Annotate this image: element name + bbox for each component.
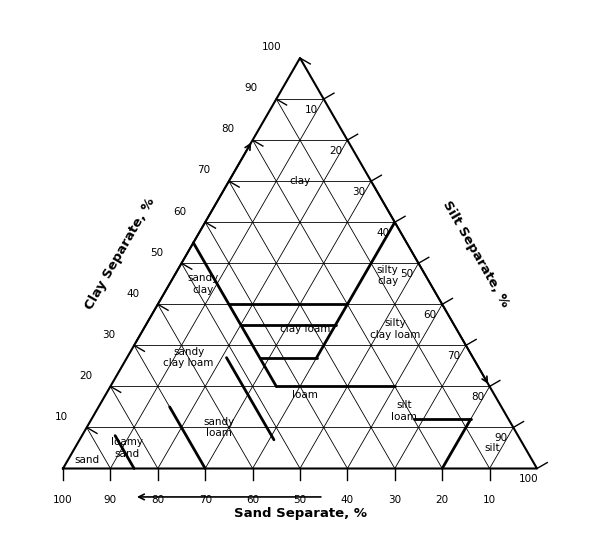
Text: 70: 70 [199,495,212,504]
Text: 50: 50 [293,495,307,504]
Text: Silt Separate, %: Silt Separate, % [440,198,511,309]
Text: Sand Separate, %: Sand Separate, % [233,507,367,520]
Text: 20: 20 [436,495,449,504]
Text: 100: 100 [53,495,73,504]
Text: 70: 70 [197,166,211,175]
Text: sandy
loam: sandy loam [204,416,235,438]
Text: 30: 30 [353,187,366,197]
Text: 40: 40 [376,228,389,238]
Text: 10: 10 [483,495,496,504]
Text: 10: 10 [305,105,319,115]
Text: clay loam: clay loam [280,324,330,334]
Text: 60: 60 [424,310,437,320]
Text: sandy
clay loam: sandy clay loam [163,347,214,368]
Text: Clay Separate, %: Clay Separate, % [83,196,157,312]
Text: 100: 100 [262,42,281,53]
Text: 10: 10 [55,412,68,422]
Text: clay: clay [289,176,311,186]
Text: 20: 20 [79,371,92,381]
Text: 90: 90 [104,495,117,504]
Text: 90: 90 [245,84,258,93]
Text: 60: 60 [173,206,187,217]
Text: silty
clay loam: silty clay loam [370,318,420,340]
Text: 40: 40 [126,289,139,299]
Text: loam: loam [292,390,317,400]
Text: 70: 70 [448,351,461,361]
Text: 60: 60 [246,495,259,504]
Text: 80: 80 [221,124,234,135]
Text: 30: 30 [388,495,401,504]
Text: 50: 50 [150,248,163,258]
Text: sand: sand [74,455,99,465]
Text: 20: 20 [329,146,342,156]
Text: 30: 30 [103,330,116,340]
Text: 80: 80 [471,392,484,402]
Text: silt: silt [484,443,500,453]
Text: silt
loam: silt loam [391,400,417,422]
Text: 80: 80 [151,495,164,504]
Text: sandy
clay: sandy clay [187,273,218,295]
Text: 40: 40 [341,495,354,504]
Text: silty
clay: silty clay [377,265,398,286]
Text: loamy
sand: loamy sand [111,437,143,459]
Text: 50: 50 [400,269,413,279]
Text: 100: 100 [518,474,538,484]
Text: 90: 90 [495,433,508,443]
